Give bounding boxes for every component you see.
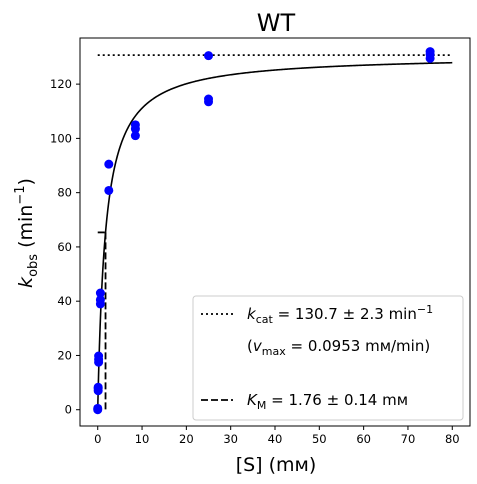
x-tick-label-7: 70	[401, 432, 416, 446]
legend: kcat = 130.7 ± 2.3 min−1 (vmax = 0.0953 …	[192, 295, 464, 421]
data-point-17	[204, 94, 214, 104]
y-tick-label-0: 0	[65, 403, 72, 417]
y-tick-label-4: 80	[57, 186, 72, 200]
y-axis-label-unit: (min	[15, 205, 37, 254]
legend-kcat-symbol: k	[247, 305, 257, 323]
legend-kcat-label: kcat = 130.7 ± 2.3 min−1	[247, 303, 433, 326]
x-tick-label-4: 40	[268, 432, 283, 446]
x-axis: 0 10 20 30 40 50 60 70 80	[94, 426, 460, 446]
data-point-7	[94, 351, 104, 361]
data-point-10	[95, 288, 105, 298]
legend-vmax-open: (	[247, 337, 253, 355]
legend-box	[192, 295, 464, 421]
data-point-12	[104, 159, 114, 169]
y-tick-label-1: 20	[57, 348, 72, 362]
legend-kcat-sup: −1	[417, 303, 433, 316]
data-point-13	[130, 131, 140, 141]
legend-kcat-value: = 130.7 ± 2.3 min	[273, 305, 417, 323]
data-point-15	[130, 120, 140, 130]
chart-title: WT	[257, 9, 296, 37]
legend-km-sub: M	[257, 399, 267, 412]
x-axis-label-unit: mм	[276, 454, 309, 476]
x-tick-label-3: 30	[223, 432, 238, 446]
y-tick-label-3: 60	[57, 240, 72, 254]
data-point-18	[204, 51, 214, 61]
x-tick-label-6: 60	[356, 432, 371, 446]
legend-vmax-symbol: v	[253, 337, 263, 355]
michaelis-menten-fit-curve	[96, 61, 453, 410]
legend-vmax-value: = 0.0953 mм/min)	[286, 337, 430, 355]
y-axis-label-close: )	[15, 178, 37, 185]
data-point-21	[425, 47, 435, 57]
x-tick-label-8: 80	[445, 432, 460, 446]
legend-km-symbol: K	[247, 391, 258, 409]
y-axis-label-sup: −1	[13, 185, 28, 204]
plot-area	[93, 47, 453, 415]
y-tick-label-5: 100	[50, 131, 72, 145]
y-axis-label-sub: obs	[26, 254, 41, 277]
x-axis-label: [S] (mм)	[236, 454, 317, 476]
data-point-9	[95, 295, 105, 305]
x-tick-label-1: 10	[135, 432, 150, 446]
y-axis-label-k: k	[15, 276, 37, 288]
x-tick-label-2: 20	[179, 432, 194, 446]
data-point-4	[93, 382, 103, 392]
data-point-1	[93, 403, 103, 413]
x-tick-label-0: 0	[94, 432, 101, 446]
y-axis: 0 20 40 60 80 100 120	[50, 77, 80, 417]
y-tick-label-2: 40	[57, 294, 72, 308]
x-axis-label-main: [S] (	[236, 454, 276, 476]
x-tick-label-5: 50	[312, 432, 327, 446]
legend-vmax-label: (vmax = 0.0953 mм/min)	[247, 337, 430, 358]
legend-km-label: KM = 1.76 ± 0.14 mм	[247, 391, 408, 412]
legend-vmax-sub: max	[262, 345, 286, 358]
legend-km-value: = 1.76 ± 0.14 mм	[266, 391, 408, 409]
x-axis-label-close: )	[309, 454, 316, 476]
y-axis-label: kobs (min−1)	[13, 178, 41, 288]
data-point-11	[104, 185, 114, 195]
y-tick-label-6: 120	[50, 77, 72, 91]
legend-kcat-sub: cat	[256, 313, 274, 326]
